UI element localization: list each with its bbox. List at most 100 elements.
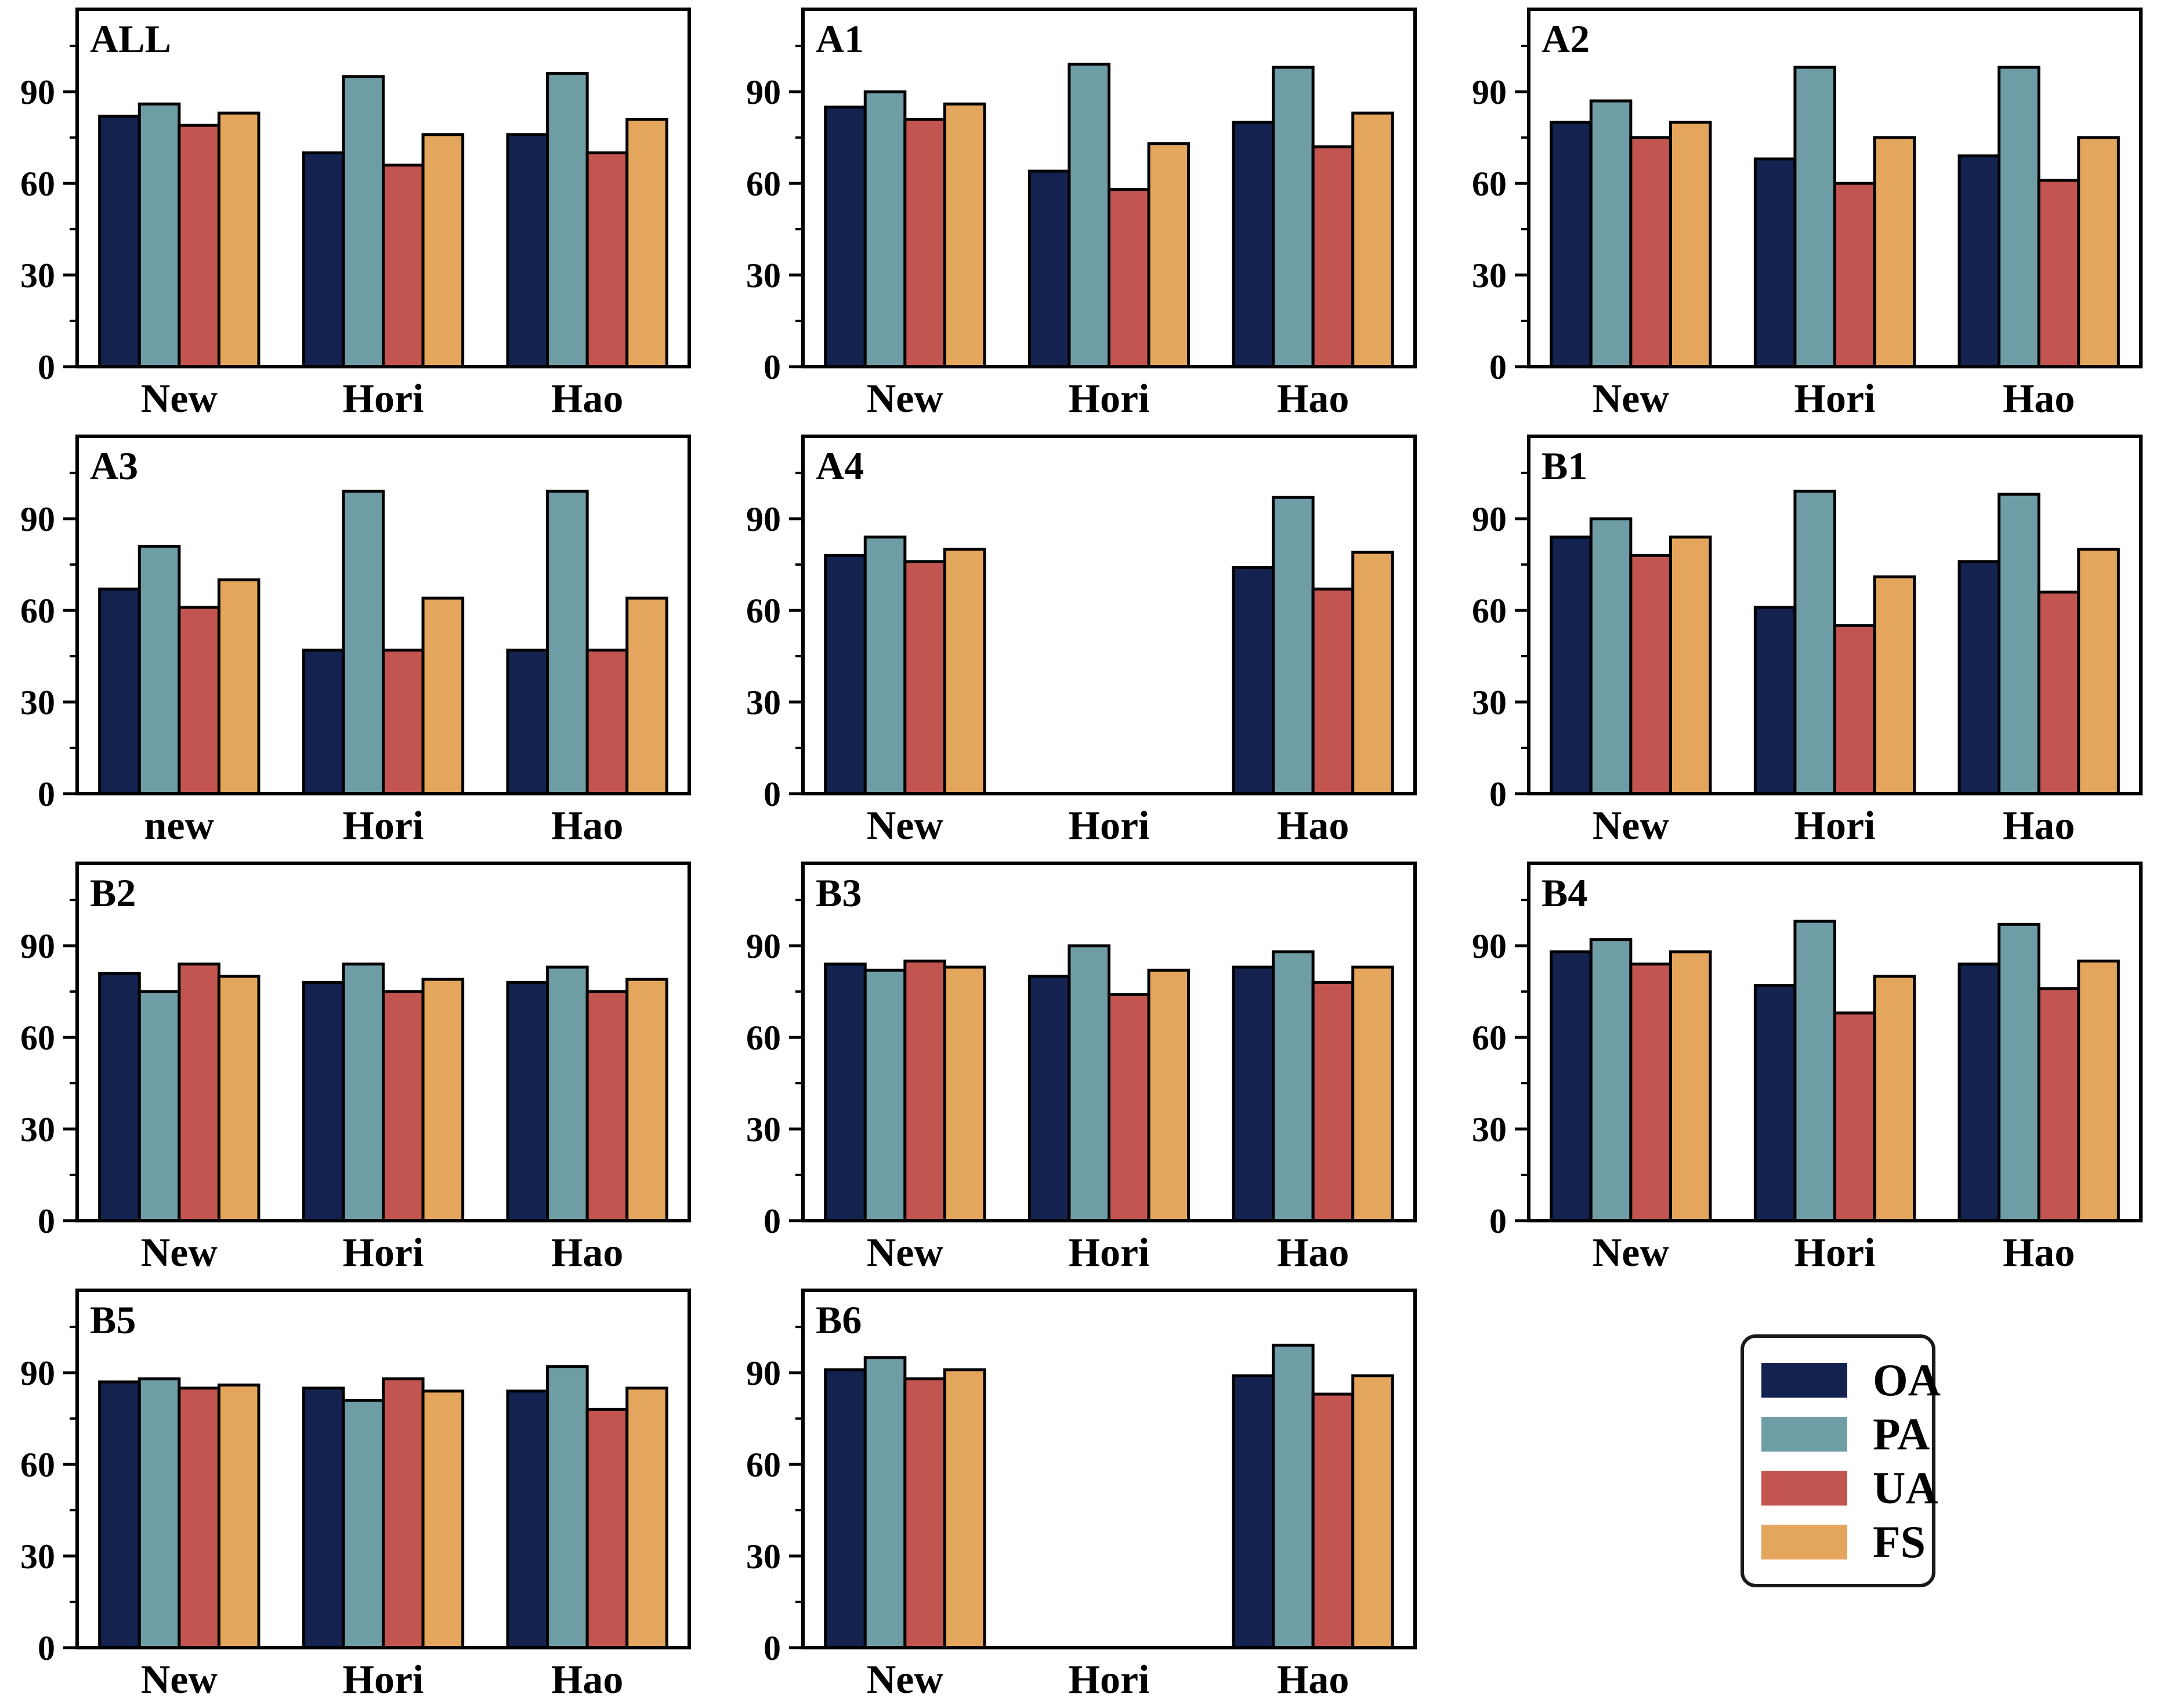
panel-label: B6 [816, 1298, 862, 1342]
bar-OA-New [98, 972, 141, 1222]
bar-UA-New [903, 560, 946, 795]
bar-UA-Hao [585, 649, 629, 795]
bar-UA-Hao [585, 151, 629, 368]
legend-swatch-FS [1761, 1524, 1847, 1559]
x-tick-label: Hori [343, 1231, 424, 1275]
y-tick-label: 30 [1472, 1110, 1507, 1149]
panel-label: B3 [816, 871, 862, 915]
panel-label: B1 [1542, 444, 1587, 488]
subplot-A4: 0 30 60 90 New Hori Hao A4 [746, 435, 1417, 848]
plot-box [75, 1289, 691, 1649]
bar-PA-Hori [1068, 944, 1110, 1222]
bar-OA-Hori [1027, 975, 1071, 1222]
y-tick-label: 0 [38, 1629, 55, 1667]
x-tick-label: Hao [2003, 1231, 2075, 1275]
y-tick-label: 30 [746, 683, 781, 722]
x-tick-label: New [141, 1658, 218, 1702]
bar-OA-Hao [506, 1389, 549, 1649]
x-tick-label: Hori [1069, 1231, 1150, 1275]
bar-PA-New [863, 90, 907, 368]
y-tick-label: 30 [1472, 683, 1507, 722]
subplot-A2: 0 30 60 90 New Hori Hao A2 [1472, 8, 2143, 421]
y-tick-label: 0 [1489, 775, 1507, 813]
y-tick-label: 30 [20, 683, 55, 722]
bar-FS-Hao [2077, 136, 2120, 368]
y-tick-label: 60 [20, 165, 55, 203]
bar-UA-Hori [382, 990, 425, 1222]
bar-OA-New [824, 962, 867, 1222]
y-tick-label: 30 [20, 1537, 55, 1576]
bar-FS-Hori [421, 133, 465, 368]
plot-box [75, 8, 691, 368]
bar-UA-Hori [1108, 993, 1150, 1222]
bar-PA-New [863, 968, 907, 1222]
x-tick-label: Hao [551, 1658, 623, 1702]
y-tick-label: 60 [20, 592, 55, 630]
bar-FS-Hao [1351, 1374, 1394, 1649]
legend-label: FS [1873, 1516, 1926, 1567]
bar-OA-Hori [1753, 157, 1797, 368]
bar-UA-Hao [1311, 145, 1355, 368]
bar-PA-New [1589, 99, 1633, 368]
panel-label: A4 [816, 444, 864, 488]
bar-UA-New [903, 118, 946, 368]
bar-FS-Hori [1147, 142, 1191, 368]
y-tick-label: 60 [1472, 165, 1507, 203]
bar-OA-Hao [1957, 154, 2001, 368]
y-tick-label: 0 [764, 1629, 781, 1667]
bar-OA-new [98, 587, 141, 795]
bar-PA-New [138, 990, 181, 1222]
bar-UA-Hao [2037, 987, 2080, 1222]
bar-OA-Hao [1232, 965, 1275, 1222]
bar-OA-Hori [1027, 169, 1071, 368]
bar-OA-New [98, 1380, 141, 1649]
bar-FS-Hao [1351, 551, 1394, 795]
bar-UA-New [1629, 962, 1672, 1222]
panel-label: B5 [90, 1298, 136, 1342]
y-tick-label: 60 [20, 1446, 55, 1484]
plot-box [801, 435, 1417, 795]
bar-PA-Hao [1998, 66, 2040, 368]
x-tick-label: New [867, 804, 944, 848]
y-tick-label: 30 [20, 1110, 55, 1149]
y-tick-label: 90 [20, 73, 55, 111]
legend-swatch-PA [1761, 1416, 1847, 1452]
y-tick-label: 30 [746, 1110, 781, 1149]
x-tick-label: Hao [551, 377, 623, 421]
subplot-B1: 0 30 60 90 New Hori Hao B1 [1472, 435, 2143, 848]
legend-label: PA [1873, 1408, 1930, 1459]
x-tick-label: New [1593, 804, 1670, 848]
y-tick-label: 90 [20, 1354, 55, 1392]
plot-box [801, 1289, 1417, 1649]
y-tick-label: 90 [746, 500, 781, 538]
subplot-A1: 0 30 60 90 New Hori Hao A1 [746, 8, 1417, 421]
plot-box [1527, 435, 2143, 795]
panel-label: A3 [90, 444, 138, 488]
bar-FS-Hori [1873, 975, 1916, 1222]
y-tick-label: 90 [20, 500, 55, 538]
bar-FS-Hao [2077, 548, 2120, 795]
subplot-A3: 0 30 60 90 new Hori Hao A3 [20, 435, 691, 848]
x-tick-label: Hao [2003, 377, 2075, 421]
bar-FS-New [217, 975, 260, 1222]
subplot-B6: 0 30 60 90 New Hori Hao B6 [746, 1289, 1417, 1702]
bar-PA-Hao [546, 72, 589, 368]
y-tick-label: 60 [746, 1446, 781, 1484]
x-tick-label: New [1593, 1231, 1670, 1275]
y-tick-label: 30 [746, 256, 781, 295]
plot-box [1527, 862, 2143, 1222]
bar-OA-Hori [302, 1386, 345, 1649]
y-tick-label: 60 [746, 592, 781, 630]
bar-PA-Hori [342, 490, 385, 795]
bar-PA-New [1589, 938, 1633, 1222]
legend-entry-PA: PA [1761, 1411, 1930, 1457]
y-tick-label: 90 [746, 1354, 781, 1392]
x-tick-label: Hao [1277, 377, 1349, 421]
y-tick-label: 60 [746, 165, 781, 203]
x-tick-label: Hori [1069, 1658, 1150, 1702]
bar-UA-Hao [585, 990, 629, 1222]
x-tick-label: Hori [343, 804, 424, 848]
bar-UA-Hori [1833, 182, 1876, 368]
bar-UA-New [903, 959, 946, 1222]
bar-PA-Hori [1793, 490, 1836, 795]
